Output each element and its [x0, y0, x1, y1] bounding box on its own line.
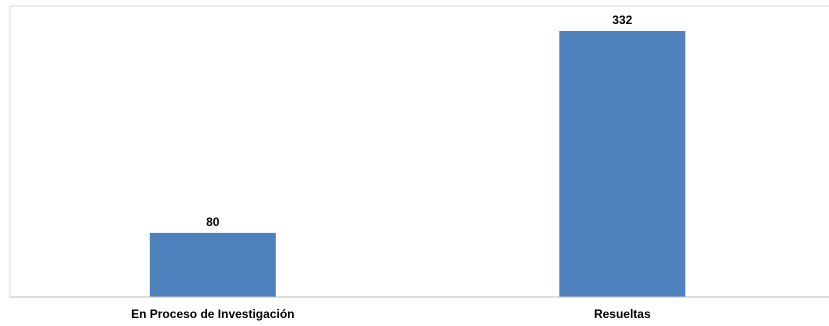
labels-layer: 80 En Proceso de Investigación 332 Resuelta…: [131, 13, 651, 321]
data-label-0: 80: [206, 215, 220, 229]
bar-0: [149, 232, 276, 297]
data-label-1: 332: [612, 13, 632, 27]
category-label-1: Resueltas: [594, 307, 651, 321]
bar-1: [559, 31, 686, 297]
category-label-0: En Proceso de Investigación: [131, 307, 294, 321]
bars-layer: [149, 31, 686, 297]
